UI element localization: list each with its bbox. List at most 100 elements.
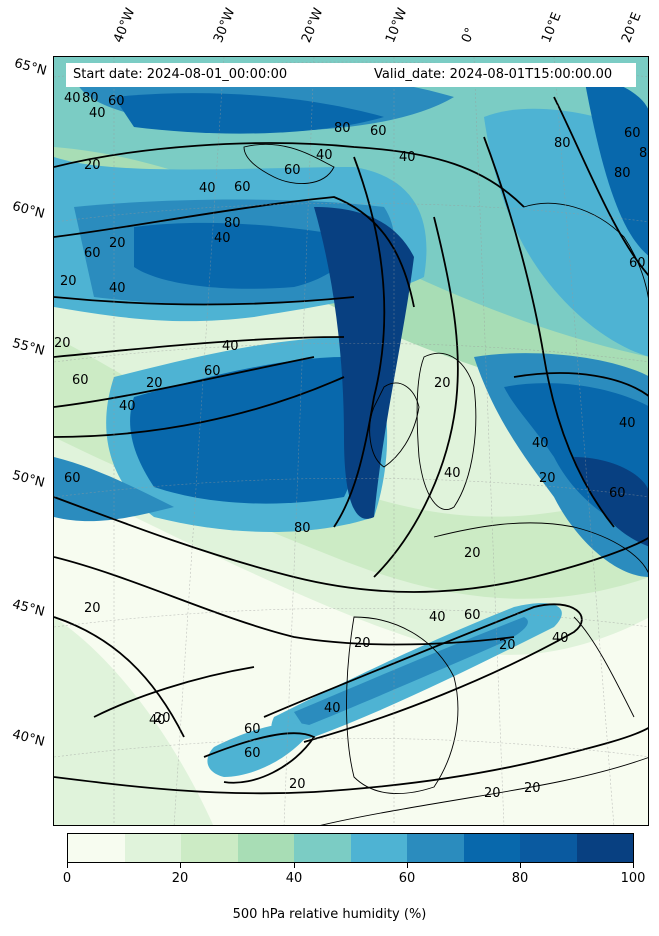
- humidity-fill-band: [54, 337, 648, 599]
- colorbar-tick-label: 60: [398, 871, 416, 886]
- contour-label: 60: [244, 746, 261, 761]
- humidity-fill-band: [134, 222, 354, 289]
- contour-label: 80: [614, 166, 631, 181]
- start-date-text: Start date: 2024-08-01_00:00:00: [73, 67, 288, 82]
- colorbar-tick-label: 100: [620, 871, 646, 886]
- graticule: [54, 57, 648, 825]
- contour-label: 20: [54, 336, 71, 351]
- contour-label: 60: [244, 722, 261, 737]
- latitude-label: 45°N: [10, 597, 47, 620]
- contour-label: 60: [629, 256, 646, 271]
- contour-label: 40: [89, 106, 106, 121]
- humidity-fill-band: [584, 77, 648, 256]
- contour-label: 40: [316, 148, 333, 163]
- graticule-line: [54, 737, 648, 758]
- coastline-africa: [320, 757, 648, 825]
- contour-label: 80: [639, 146, 649, 161]
- contour-label: 80: [82, 91, 99, 106]
- contour-label: 60: [72, 373, 89, 388]
- contour-label: 20: [146, 376, 163, 391]
- contour-label: 20: [434, 376, 451, 391]
- contour-line: [203, 732, 316, 784]
- contour-label: 60: [464, 608, 481, 623]
- contour-line: [54, 296, 355, 306]
- contour-line: [263, 603, 583, 743]
- contour-label: 80: [294, 521, 311, 536]
- graticule-line: [173, 57, 225, 825]
- contour-label: 20: [484, 786, 501, 801]
- humidity-fill-band: [294, 617, 528, 727]
- graticule-line: [54, 342, 648, 363]
- graticule-line: [54, 607, 648, 628]
- contour-line: [54, 616, 185, 738]
- coastlines: [243, 143, 648, 825]
- colorbar-segment: [181, 834, 238, 862]
- contour-line: [54, 496, 648, 593]
- colorbar-segment: [124, 834, 181, 862]
- colorbar-tick: [294, 863, 295, 868]
- longitude-label: 20°E: [619, 10, 645, 45]
- contour-label: 60: [609, 486, 626, 501]
- contour-label: 60: [284, 163, 301, 178]
- contour-label: 40: [619, 416, 636, 431]
- colorbar-tick-label: 40: [285, 871, 303, 886]
- colorbar-segment: [350, 834, 407, 862]
- contour-line: [54, 142, 525, 208]
- contour-label: 40: [109, 281, 126, 296]
- humidity-fill-band: [574, 457, 648, 547]
- colorbar-segment: [294, 834, 351, 862]
- coastline-ireland: [369, 382, 420, 468]
- contour-line: [54, 356, 315, 408]
- colorbar-segment: [68, 834, 125, 862]
- contour-label: 20: [60, 274, 77, 289]
- contour-line: [373, 216, 459, 578]
- contour-line: [93, 666, 255, 718]
- contour-label: 40: [222, 339, 239, 354]
- contour-label: 60: [234, 180, 251, 195]
- latitude-label: 50°N: [10, 468, 47, 491]
- contour-label: 40: [119, 399, 136, 414]
- colorbar-tick: [180, 863, 181, 868]
- colorbar-segment: [407, 834, 464, 862]
- contour-line: [333, 156, 386, 528]
- graticule-line: [553, 57, 615, 825]
- latitude-label: 60°N: [10, 199, 47, 222]
- colorbar-tick-label: 0: [62, 871, 72, 886]
- humidity-fill-band: [314, 207, 414, 519]
- contour-label: 20: [499, 638, 516, 653]
- contour-label: 20: [84, 601, 101, 616]
- contour-label: 20: [154, 711, 171, 726]
- latitude-label: 40°N: [10, 727, 47, 750]
- colorbar-segment: [237, 834, 294, 862]
- colorbar-tick-label: 80: [511, 871, 529, 886]
- date-info-box: Start date: 2024-08-01_00:00:00 Valid_da…: [66, 63, 636, 87]
- coastline-france: [433, 522, 648, 574]
- contour-label: 40: [399, 150, 416, 165]
- longitude-label: 10°W: [383, 6, 411, 45]
- contour-label: 20: [464, 546, 481, 561]
- contour-line: [513, 372, 648, 397]
- contour-label: 20: [524, 781, 541, 796]
- contour-label: 60: [64, 471, 81, 486]
- contour-label: 40: [149, 713, 166, 728]
- latitude-label: 55°N: [10, 336, 47, 359]
- latitude-label: 65°N: [12, 56, 49, 79]
- graticule-line: [473, 57, 505, 825]
- contour-label: 80: [334, 121, 351, 136]
- contour-line: [54, 556, 515, 646]
- colorbar-segment: [463, 834, 520, 862]
- contour-label: 60: [108, 94, 125, 109]
- colorbar-segment: [576, 834, 633, 862]
- colorbar-title: 500 hPa relative humidity (%): [232, 907, 427, 922]
- contour-line: [54, 336, 345, 358]
- contour-label: 60: [624, 126, 641, 141]
- colorbar-tick-label: 20: [171, 871, 189, 886]
- graticule-line: [54, 202, 648, 223]
- contour-label: 40: [444, 466, 461, 481]
- contour-label: 60: [370, 124, 387, 139]
- contour-line: [54, 727, 648, 795]
- contour-label: 40: [324, 701, 341, 716]
- coastline-britain: [416, 352, 477, 510]
- contour-label: 40: [552, 631, 569, 646]
- contour-label: 40: [429, 610, 446, 625]
